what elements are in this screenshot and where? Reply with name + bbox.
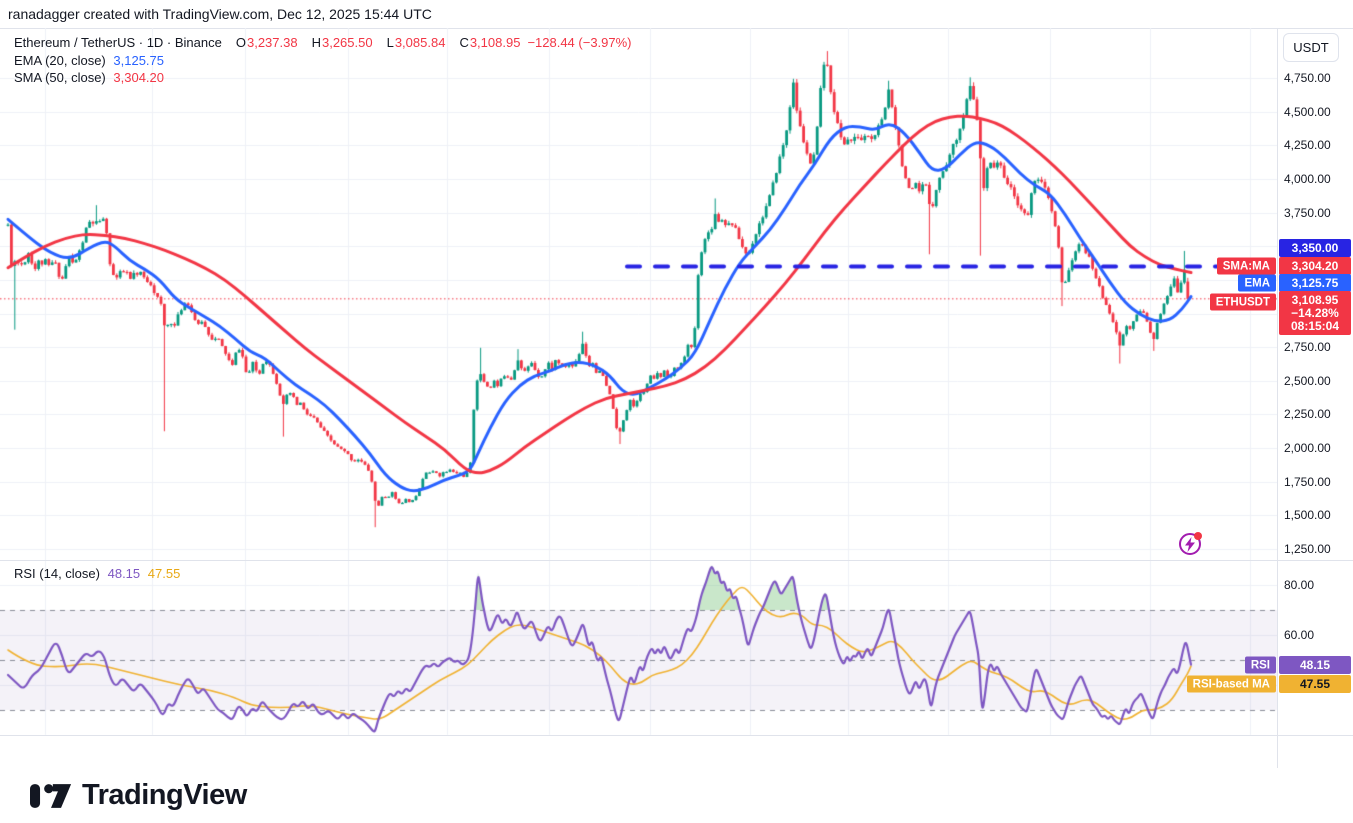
- tradingview-logo-mark-icon: [30, 783, 72, 808]
- axis-tick-label: 2,250.00: [1284, 407, 1331, 421]
- axis-tick-label: 1,250.00: [1284, 542, 1331, 556]
- symbol-title: Ethereum / TetherUS · 1D · Binance: [14, 35, 222, 50]
- rsi-ma-legend-value: 47.55: [147, 566, 181, 581]
- axis-tick-label: 4,500.00: [1284, 105, 1331, 119]
- change-value: −128.44 (−3.97%): [527, 35, 632, 50]
- attribution-text: ranadagger created with TradingView.com,…: [8, 6, 432, 22]
- rsi-axis[interactable]: 80.00 60.00: [1278, 560, 1353, 735]
- rsi-legend[interactable]: RSI (14, close) 48.15 47.55: [14, 566, 180, 581]
- sma-legend-label: SMA (50, close): [14, 70, 106, 85]
- lightning-icon: [1185, 537, 1195, 552]
- axis-tick-label: 4,750.00: [1284, 71, 1331, 85]
- symbol-legend[interactable]: Ethereum / TetherUS · 1D · Binance O3,237…: [14, 35, 632, 50]
- ema-legend-value: 3,125.75: [113, 53, 164, 68]
- pane-separator[interactable]: [0, 560, 1353, 561]
- axis-tick-label: 1,750.00: [1284, 475, 1331, 489]
- ema-legend-label: EMA (20, close): [14, 53, 106, 68]
- ohlc-values: O3,237.38 H3,265.50 L3,085.84 C3,108.95 −128…: [235, 35, 632, 50]
- axis-tick-label: 80.00: [1284, 578, 1315, 592]
- currency-toggle-button[interactable]: USDT: [1283, 33, 1339, 62]
- notification-dot: [1194, 532, 1202, 540]
- rsi-legend-value: 48.15: [107, 566, 141, 581]
- chart-canvas[interactable]: [0, 28, 1277, 768]
- axis-tick-label: 2,750.00: [1284, 340, 1331, 354]
- price-axis[interactable]: 4,750.00 4,500.00 4,250.00 4,000.00 3,750.00…: [1278, 28, 1353, 560]
- rsi-legend-label: RSI (14, close): [14, 566, 100, 581]
- sma-legend-value: 3,304.20: [113, 70, 164, 85]
- axis-tick-label: 3,750.00: [1284, 206, 1331, 220]
- bottom-bar: TradingView: [0, 768, 1353, 823]
- axis-tick-label: 2,500.00: [1284, 374, 1331, 388]
- tradingview-wordmark: TradingView: [82, 779, 247, 811]
- price-axis-border: [1277, 28, 1278, 768]
- axis-tick-label: 2,000.00: [1284, 441, 1331, 455]
- attribution-bar: ranadagger created with TradingView.com,…: [0, 0, 1353, 28]
- axis-tick-label: 4,000.00: [1284, 172, 1331, 186]
- axis-tick-label: 1,500.00: [1284, 508, 1331, 522]
- time-axis-separator: [0, 735, 1353, 736]
- sma-legend[interactable]: SMA (50, close) 3,304.20: [14, 70, 164, 85]
- axis-tick-label: 60.00: [1284, 628, 1315, 642]
- ai-magic-button[interactable]: [1179, 532, 1202, 555]
- axis-tick-label: 4,250.00: [1284, 138, 1331, 152]
- ema-legend[interactable]: EMA (20, close) 3,125.75: [14, 53, 164, 68]
- tradingview-logo[interactable]: TradingView: [30, 779, 247, 812]
